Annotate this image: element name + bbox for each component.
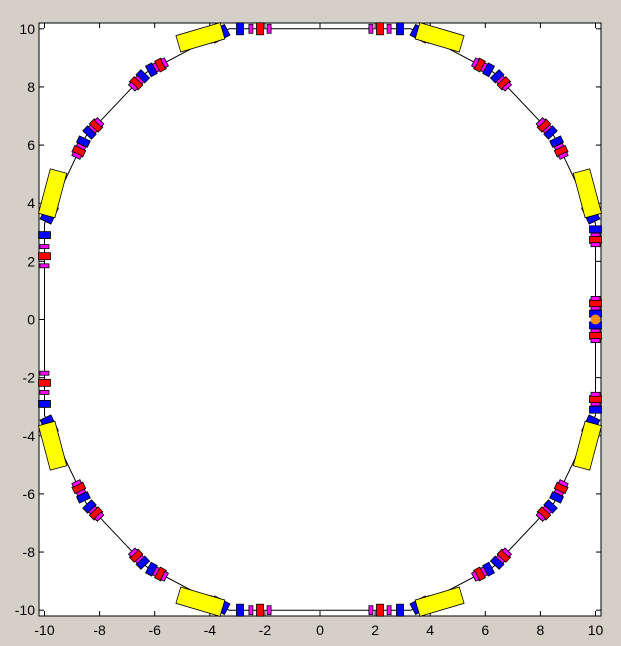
x-tick-label: -8 [93, 622, 106, 638]
quad-magnet [535, 511, 547, 522]
quad-magnet [93, 117, 105, 128]
plot-area [38, 22, 602, 617]
quad-magnet [376, 22, 384, 36]
quad-magnet [248, 605, 254, 616]
x-tick-label: 8 [536, 622, 544, 638]
quad-magnet [39, 370, 50, 376]
x-tick-label: -6 [148, 622, 161, 638]
quad-magnet [39, 244, 50, 250]
quad-magnet [368, 23, 374, 34]
quad-magnet [386, 605, 392, 616]
orbit-marker-layer [590, 314, 601, 325]
quad-magnet [256, 22, 264, 36]
quad-magnet [71, 151, 83, 160]
axis-ticks: -10 -8 -6 -4 -2 0 2 4 6 8 10 10 8 6 4 2 0 -2 -4 -6 -8 -10 [15, 21, 604, 638]
x-tick-label: -10 [34, 622, 54, 638]
x-tick-label: 4 [426, 622, 434, 638]
quad-magnet [376, 603, 384, 617]
x-tick-label: -2 [259, 622, 272, 638]
y-tick-label: 0 [27, 312, 35, 328]
quad-magnet [470, 57, 480, 69]
quad-magnet [127, 81, 139, 92]
quad-magnet [470, 570, 480, 582]
x-tick-label: 6 [481, 622, 489, 638]
quad-magnet [38, 378, 51, 387]
y-tick-label: 8 [27, 79, 35, 95]
lattice-elements [37, 22, 603, 617]
quad-magnet [160, 570, 170, 582]
bending-magnet [37, 420, 68, 471]
quad-magnet [396, 22, 404, 36]
quad-magnet [256, 603, 264, 617]
quad-magnet [535, 117, 547, 128]
quad-magnet [501, 547, 513, 558]
y-tick-label: -6 [23, 486, 36, 502]
bending-magnet [572, 420, 603, 471]
bending-magnet [414, 586, 465, 617]
quad-magnet [160, 57, 170, 69]
quad-magnet [386, 23, 392, 34]
quad-magnet [368, 605, 374, 616]
bending-magnet [414, 22, 465, 53]
quad-magnet [236, 603, 244, 617]
y-tick-label: 6 [27, 137, 35, 153]
x-tick-label: -4 [204, 622, 217, 638]
x-tick-label: 0 [316, 622, 324, 638]
quad-magnet [38, 399, 51, 408]
y-tick-label: -4 [23, 428, 36, 444]
quad-magnet [38, 252, 51, 261]
quad-magnet [589, 225, 602, 234]
quad-magnet [557, 151, 569, 160]
x-tick-label: 10 [588, 622, 604, 638]
y-tick-label: 10 [19, 21, 35, 37]
quad-magnet [39, 389, 50, 395]
quad-magnet [590, 391, 601, 397]
quad-magnet [266, 605, 272, 616]
bending-magnet [37, 168, 68, 219]
bending-magnet [175, 586, 226, 617]
quad-magnet [589, 405, 602, 414]
quad-magnet [248, 23, 254, 34]
quad-magnet [590, 295, 601, 301]
quad-magnet [71, 479, 83, 488]
quad-magnet [396, 603, 404, 617]
quad-magnet [266, 23, 272, 34]
quad-magnet [127, 547, 139, 558]
y-tick-label: -10 [15, 602, 35, 618]
y-tick-label: 2 [27, 253, 35, 269]
y-tick-label: -2 [23, 370, 36, 386]
quad-magnet [501, 81, 513, 92]
y-tick-label: 4 [27, 195, 35, 211]
quad-magnet [590, 242, 601, 248]
quad-magnet [557, 479, 569, 488]
quad-magnet [38, 231, 51, 240]
x-tick-label: 2 [371, 622, 379, 638]
quad-magnet [39, 263, 50, 269]
bending-magnet [572, 168, 603, 219]
bending-magnet [175, 22, 226, 53]
orbit-start-marker [590, 314, 601, 325]
y-tick-label: -8 [23, 544, 36, 560]
quad-magnet [590, 338, 601, 344]
quad-magnet [93, 511, 105, 522]
quad-magnet [236, 22, 244, 36]
